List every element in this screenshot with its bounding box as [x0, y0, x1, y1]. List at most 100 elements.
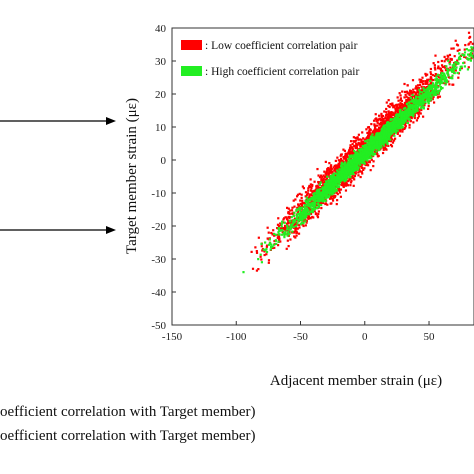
- data-point: [350, 179, 353, 183]
- data-point: [321, 197, 324, 201]
- data-point: [427, 90, 430, 93]
- data-point: [337, 174, 340, 177]
- data-point: [323, 185, 327, 188]
- data-point: [399, 99, 402, 102]
- data-point: [408, 93, 411, 97]
- data-point: [439, 69, 443, 72]
- data-point: [443, 66, 447, 69]
- data-point: [269, 241, 272, 245]
- data-point: [373, 152, 377, 156]
- data-point: [307, 187, 310, 190]
- data-point: [438, 81, 441, 84]
- data-point: [325, 172, 328, 175]
- data-point: [406, 119, 409, 122]
- data-point: [289, 220, 292, 223]
- data-point: [411, 100, 414, 103]
- data-point: [393, 130, 396, 133]
- data-point: [294, 226, 297, 229]
- data-point: [338, 180, 341, 183]
- data-point: [435, 75, 438, 78]
- data-point: [451, 64, 454, 67]
- data-point: [378, 145, 381, 148]
- data-point: [364, 140, 367, 143]
- data-point: [412, 112, 415, 115]
- data-point: [260, 261, 263, 264]
- data-point: [305, 221, 308, 224]
- data-point: [342, 155, 345, 159]
- data-point: [287, 219, 290, 222]
- data-point: [322, 174, 325, 177]
- y-tick-label: 0: [161, 155, 167, 167]
- data-point: [296, 222, 299, 225]
- data-point: [354, 136, 357, 140]
- data-point: [342, 161, 345, 164]
- data-point: [393, 129, 396, 132]
- data-point: [312, 196, 315, 199]
- data-point: [412, 114, 415, 118]
- data-point: [335, 188, 338, 192]
- data-point: [416, 111, 419, 114]
- data-point: [429, 73, 433, 76]
- data-point: [401, 122, 404, 125]
- data-point: [311, 184, 314, 188]
- data-point: [435, 77, 439, 81]
- data-point: [345, 154, 348, 158]
- data-point: [366, 150, 369, 153]
- data-point: [280, 225, 283, 228]
- data-point: [285, 216, 288, 219]
- data-point: [312, 206, 316, 210]
- legend-label-high: : High coefficient correlation pair: [205, 66, 360, 78]
- data-point: [310, 194, 314, 197]
- data-point: [361, 140, 364, 144]
- data-point: [320, 203, 323, 207]
- data-point: [332, 181, 335, 184]
- data-point: [343, 172, 346, 175]
- data-point: [401, 104, 405, 107]
- data-point: [390, 121, 393, 124]
- data-point: [403, 123, 407, 126]
- data-point: [317, 198, 320, 201]
- data-point: [391, 117, 394, 120]
- data-point: [270, 231, 273, 235]
- data-point: [422, 80, 425, 83]
- data-point: [457, 58, 460, 61]
- data-point: [349, 178, 352, 181]
- data-point: [464, 43, 467, 47]
- data-point: [281, 227, 285, 230]
- data-point: [390, 145, 394, 148]
- data-point: [298, 192, 301, 195]
- data-point: [337, 162, 340, 165]
- data-point: [391, 141, 395, 144]
- data-point: [352, 158, 355, 161]
- data-point: [297, 220, 300, 223]
- data-point: [291, 222, 294, 226]
- data-point: [285, 247, 288, 250]
- data-point: [436, 82, 439, 85]
- data-point: [394, 107, 397, 110]
- data-point: [316, 194, 319, 197]
- data-point: [357, 174, 360, 177]
- data-point: [385, 119, 388, 122]
- data-point: [320, 194, 324, 197]
- data-point: [359, 154, 362, 157]
- data-point: [329, 180, 333, 183]
- x-tick-label: 50: [424, 331, 436, 343]
- data-point: [334, 172, 338, 175]
- data-point: [407, 106, 411, 109]
- data-point: [419, 112, 422, 115]
- data-point: [323, 187, 326, 190]
- data-point: [382, 134, 385, 137]
- data-point: [351, 148, 354, 151]
- data-point: [297, 218, 300, 221]
- data-point: [421, 100, 424, 103]
- data-point: [341, 163, 345, 166]
- data-point: [368, 132, 371, 136]
- data-point: [395, 113, 398, 116]
- data-point: [354, 167, 357, 170]
- data-point: [423, 98, 427, 101]
- data-point: [368, 136, 371, 139]
- data-point: [302, 222, 305, 225]
- data-point: [314, 194, 318, 198]
- data-point: [390, 127, 393, 130]
- data-point: [400, 99, 403, 103]
